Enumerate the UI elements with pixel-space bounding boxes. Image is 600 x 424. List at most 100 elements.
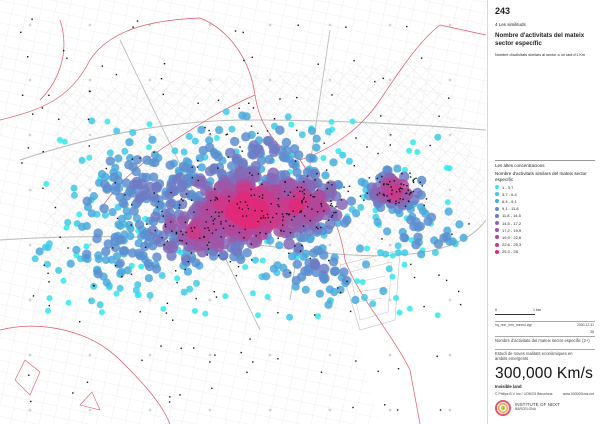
- activity-bubble: [138, 263, 145, 270]
- activity-point: [30, 400, 32, 403]
- legend-item: 3,7 - 6,4: [495, 191, 517, 197]
- map-panel[interactable]: [0, 0, 486, 424]
- activity-point: [169, 396, 171, 398]
- activity-bubble: [339, 267, 349, 277]
- activity-point: [214, 188, 216, 190]
- activity-point: [277, 197, 280, 200]
- activity-point: [331, 205, 333, 207]
- activity-bubble: [129, 206, 139, 216]
- activity-bubble: [43, 260, 51, 268]
- activity-point: [303, 189, 305, 191]
- grid-cross: [388, 23, 392, 27]
- activity-point: [387, 199, 389, 202]
- activity-bubble: [87, 209, 96, 218]
- activity-point: [58, 118, 60, 120]
- activity-point: [376, 194, 379, 196]
- legend-item: 22,6 - 25,3: [495, 242, 521, 248]
- legend-swatch: [495, 221, 499, 225]
- activity-bubble: [267, 167, 280, 180]
- activity-point: [397, 368, 400, 370]
- activity-point: [294, 160, 297, 162]
- activity-point: [32, 113, 34, 115]
- grid-cross: [268, 243, 272, 247]
- activity-bubble: [101, 255, 111, 264]
- activity-point: [115, 265, 117, 267]
- activity-bubble: [174, 275, 181, 282]
- activity-point: [153, 151, 155, 153]
- activity-bubble: [76, 211, 83, 218]
- activity-point: [175, 233, 178, 235]
- institute-city: BARCELONA: [515, 407, 536, 412]
- activity-point: [215, 229, 217, 231]
- activity-point: [92, 284, 95, 287]
- activity-point: [389, 144, 391, 146]
- activity-bubble: [394, 249, 402, 257]
- grid-cross: [268, 133, 272, 137]
- activity-point: [383, 194, 385, 197]
- activity-bubble: [193, 238, 206, 252]
- activity-point: [228, 200, 230, 202]
- activity-point: [301, 200, 303, 202]
- activity-point: [247, 207, 250, 210]
- grid-cross: [28, 243, 32, 247]
- activity-point: [251, 259, 253, 261]
- grid-cross: [448, 298, 452, 302]
- activity-point: [190, 252, 192, 254]
- activity-point: [130, 224, 132, 226]
- activity-point: [408, 200, 410, 203]
- activity-bubble: [89, 192, 98, 201]
- activity-bubble: [411, 240, 421, 250]
- map-canvas[interactable]: [0, 0, 486, 424]
- activity-bubble: [127, 248, 138, 258]
- activity-point: [255, 235, 257, 237]
- activity-bubble: [202, 310, 209, 317]
- activity-bubble: [129, 179, 140, 190]
- activity-bubble: [166, 241, 178, 254]
- grid-cross: [28, 23, 32, 27]
- activity-bubble: [399, 233, 409, 243]
- activity-point: [139, 311, 141, 313]
- activity-point: [459, 303, 462, 306]
- activity-bubble: [66, 259, 75, 268]
- activity-point: [273, 118, 276, 120]
- activity-bubble: [195, 154, 204, 163]
- activity-bubble: [31, 255, 39, 263]
- legend-item: 11,8 - 14,5: [495, 213, 521, 219]
- activity-point: [215, 296, 218, 298]
- activity-bubble: [72, 245, 81, 254]
- activity-point: [377, 152, 379, 155]
- activity-point: [257, 132, 259, 134]
- grid-cross: [388, 243, 392, 247]
- activity-point: [261, 194, 264, 196]
- activity-point: [154, 229, 156, 232]
- activity-bubble: [248, 140, 259, 151]
- activity-bubble: [164, 188, 175, 200]
- activity-bubble: [412, 187, 423, 199]
- activity-bubble: [387, 184, 403, 200]
- activity-bubble: [113, 290, 120, 297]
- activity-bubble: [125, 138, 134, 147]
- activity-point: [21, 94, 24, 96]
- activity-point: [191, 166, 193, 168]
- activity-bubble: [205, 136, 214, 145]
- activity-point: [28, 374, 30, 376]
- activity-point: [250, 125, 253, 127]
- activity-bubble: [213, 135, 220, 141]
- activity-bubble: [401, 261, 408, 268]
- activity-point: [291, 219, 293, 221]
- activity-point: [395, 191, 398, 193]
- grid-cross: [208, 23, 212, 27]
- activity-point: [327, 181, 329, 184]
- legend-swatch: [495, 213, 499, 218]
- activity-bubble: [413, 232, 423, 242]
- activity-bubble: [396, 309, 403, 316]
- activity-bubble: [406, 147, 413, 154]
- activity-bubble: [383, 227, 392, 236]
- activity-bubble: [123, 266, 132, 275]
- grid-cross: [208, 408, 212, 412]
- activity-bubble: [134, 281, 142, 289]
- meta-date: 2000.12.31: [577, 323, 594, 327]
- activity-bubble: [433, 239, 444, 249]
- activity-point: [131, 158, 133, 160]
- activity-point: [214, 199, 216, 201]
